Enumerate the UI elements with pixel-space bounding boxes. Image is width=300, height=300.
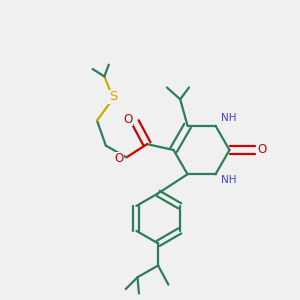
Text: NH: NH	[221, 175, 236, 185]
Text: O: O	[123, 112, 133, 126]
Text: S: S	[109, 91, 117, 103]
Text: O: O	[258, 143, 267, 157]
Text: O: O	[115, 152, 124, 165]
Text: NH: NH	[221, 113, 236, 123]
